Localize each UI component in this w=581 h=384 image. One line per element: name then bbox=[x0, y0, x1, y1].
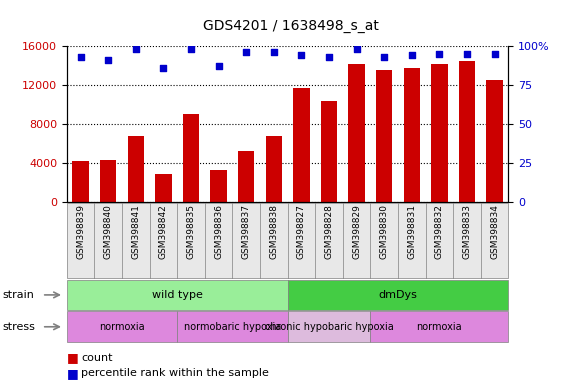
Text: GSM398831: GSM398831 bbox=[407, 204, 416, 259]
Text: chronic hypobaric hypoxia: chronic hypobaric hypoxia bbox=[264, 322, 393, 332]
Text: normoxia: normoxia bbox=[99, 322, 145, 332]
Point bbox=[187, 46, 196, 52]
Bar bbox=[321, 101, 337, 202]
Text: normobaric hypoxia: normobaric hypoxia bbox=[184, 322, 281, 332]
Text: count: count bbox=[81, 353, 113, 363]
Bar bbox=[293, 88, 310, 202]
Bar bbox=[210, 169, 227, 202]
Bar bbox=[182, 114, 199, 202]
Point bbox=[242, 49, 251, 55]
Text: GSM398837: GSM398837 bbox=[242, 204, 250, 259]
Bar bbox=[376, 70, 393, 202]
Point bbox=[297, 52, 306, 58]
Text: GSM398827: GSM398827 bbox=[297, 204, 306, 259]
Bar bbox=[348, 64, 365, 202]
Text: GSM398836: GSM398836 bbox=[214, 204, 223, 259]
Bar bbox=[238, 151, 254, 202]
Point bbox=[462, 51, 472, 57]
Text: ■: ■ bbox=[67, 351, 78, 364]
Bar bbox=[431, 64, 447, 202]
Text: GSM398839: GSM398839 bbox=[76, 204, 85, 259]
Text: GSM398842: GSM398842 bbox=[159, 204, 168, 259]
Bar bbox=[100, 160, 116, 202]
Bar bbox=[486, 80, 503, 202]
Point bbox=[159, 65, 168, 71]
Text: GDS4201 / 1638498_s_at: GDS4201 / 1638498_s_at bbox=[203, 19, 378, 33]
Bar bbox=[155, 174, 172, 202]
Point bbox=[407, 52, 417, 58]
Point bbox=[76, 54, 85, 60]
Point bbox=[214, 63, 223, 70]
Text: GSM398838: GSM398838 bbox=[270, 204, 278, 259]
Text: stress: stress bbox=[3, 322, 36, 332]
Point bbox=[352, 46, 361, 52]
Text: GSM398832: GSM398832 bbox=[435, 204, 444, 259]
Bar bbox=[72, 161, 89, 202]
Point bbox=[131, 46, 141, 52]
Bar bbox=[403, 68, 420, 202]
Point bbox=[269, 49, 278, 55]
Text: GSM398835: GSM398835 bbox=[187, 204, 195, 259]
Bar bbox=[459, 61, 475, 202]
Text: dmDys: dmDys bbox=[379, 290, 417, 300]
Point bbox=[435, 51, 444, 57]
Bar bbox=[266, 136, 282, 202]
Text: GSM398841: GSM398841 bbox=[131, 204, 140, 259]
Text: GSM398833: GSM398833 bbox=[462, 204, 471, 259]
Text: percentile rank within the sample: percentile rank within the sample bbox=[81, 368, 269, 378]
Point bbox=[103, 57, 113, 63]
Text: GSM398829: GSM398829 bbox=[352, 204, 361, 259]
Point bbox=[490, 51, 499, 57]
Text: normoxia: normoxia bbox=[417, 322, 462, 332]
Text: strain: strain bbox=[3, 290, 35, 300]
Text: GSM398840: GSM398840 bbox=[104, 204, 113, 259]
Point bbox=[379, 54, 389, 60]
Text: wild type: wild type bbox=[152, 290, 203, 300]
Point bbox=[324, 54, 333, 60]
Text: ■: ■ bbox=[67, 367, 78, 380]
Text: GSM398834: GSM398834 bbox=[490, 204, 499, 259]
Bar bbox=[127, 136, 144, 202]
Text: GSM398828: GSM398828 bbox=[325, 204, 333, 259]
Text: GSM398830: GSM398830 bbox=[380, 204, 389, 259]
